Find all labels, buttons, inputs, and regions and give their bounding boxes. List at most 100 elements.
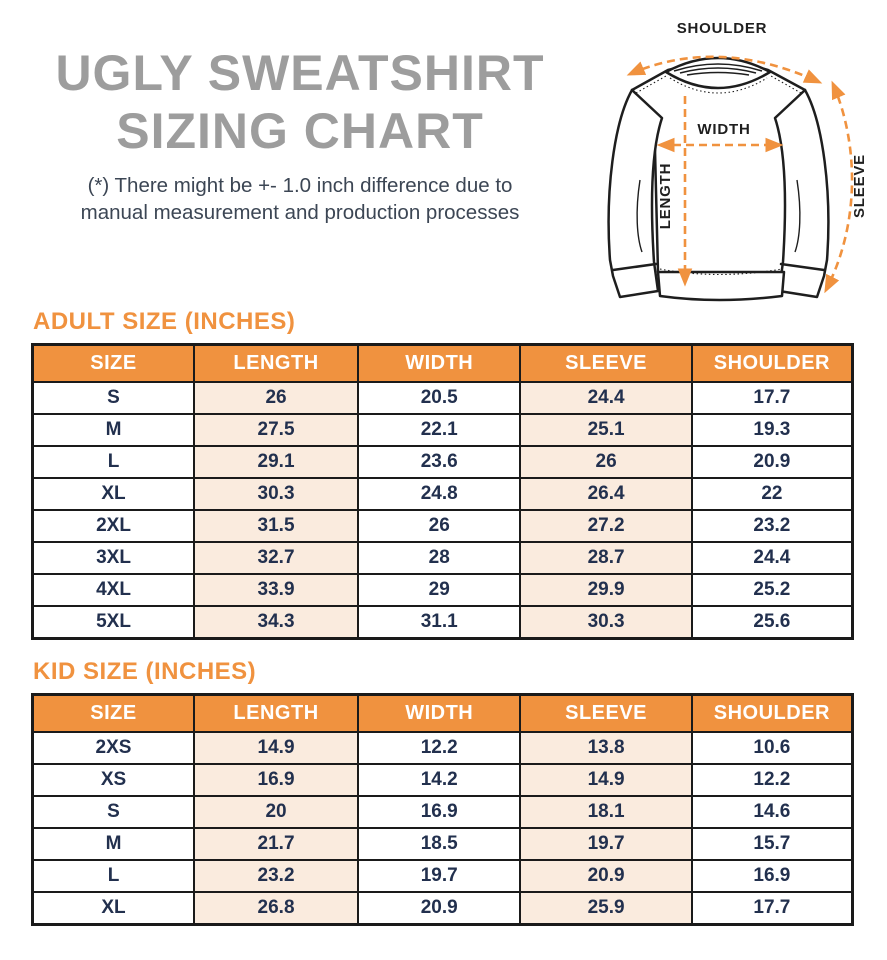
table-row: XL 30.3 24.8 26.4 22 (31, 477, 854, 511)
size-cell: 2XS (31, 731, 196, 765)
kid-table-body: 2XS 14.9 12.2 13.8 10.6 XS 16.9 14.2 14.9 12.2 S 20… (31, 731, 854, 926)
value-cell: 12.2 (357, 731, 522, 765)
table-row: S 26 20.5 24.4 17.7 (31, 381, 854, 415)
value-cell: 18.1 (519, 795, 693, 829)
value-cell: 26.4 (519, 477, 693, 511)
value-cell: 24.4 (690, 541, 854, 575)
value-cell: 21.7 (193, 827, 360, 861)
value-cell: 20.9 (357, 891, 522, 926)
value-cell: 14.2 (357, 763, 522, 797)
column-header-length: LENGTH (193, 343, 360, 383)
header-area: UGLY SWEATSHIRT SIZING CHART (*) There m… (0, 0, 887, 308)
disclaimer-note: (*) There might be +- 1.0 inch differenc… (0, 172, 600, 226)
column-header-shoulder: SHOULDER (690, 693, 854, 733)
table-row: 4XL 33.9 29 29.9 25.2 (31, 573, 854, 607)
column-header-width: WIDTH (357, 693, 522, 733)
value-cell: 22 (690, 477, 854, 511)
value-cell: 14.9 (519, 763, 693, 797)
value-cell: 24.8 (357, 477, 522, 511)
value-cell: 32.7 (193, 541, 360, 575)
size-cell: 2XL (31, 509, 196, 543)
kid-table-header-row: SIZE LENGTH WIDTH SLEEVE SHOULDER (31, 693, 854, 733)
value-cell: 15.7 (690, 827, 854, 861)
length-label: LENGTH (657, 163, 674, 229)
size-cell: L (31, 859, 196, 893)
value-cell: 28 (357, 541, 522, 575)
value-cell: 31.5 (193, 509, 360, 543)
value-cell: 25.1 (519, 413, 693, 447)
table-row: XS 16.9 14.2 14.9 12.2 (31, 763, 854, 797)
size-cell: M (31, 413, 196, 447)
size-cell: 4XL (31, 573, 196, 607)
shoulder-arrow (626, 55, 823, 84)
shoulder-label: SHOULDER (677, 20, 768, 37)
value-cell: 27.2 (519, 509, 693, 543)
sweatshirt-outline (607, 56, 830, 302)
value-cell: 30.3 (193, 477, 360, 511)
value-cell: 26 (519, 445, 693, 479)
value-cell: 18.5 (357, 827, 522, 861)
size-cell: 5XL (31, 605, 196, 640)
value-cell: 13.8 (519, 731, 693, 765)
value-cell: 24.4 (519, 381, 693, 415)
table-row: 3XL 32.7 28 28.7 24.4 (31, 541, 854, 575)
value-cell: 28.7 (519, 541, 693, 575)
column-header-length: LENGTH (193, 693, 360, 733)
value-cell: 26 (357, 509, 522, 543)
size-cell: 3XL (31, 541, 196, 575)
value-cell: 19.3 (690, 413, 854, 447)
value-cell: 25.6 (690, 605, 854, 640)
adult-size-heading: ADULT SIZE (INCHES) (33, 308, 296, 335)
size-cell: XL (31, 477, 196, 511)
measurement-arrows (626, 55, 854, 294)
kid-size-heading: KID SIZE (INCHES) (33, 658, 257, 685)
sleeve-arrow (824, 80, 854, 294)
page-title-line1: UGLY SWEATSHIRT (55, 45, 545, 101)
page-title: UGLY SWEATSHIRT SIZING CHART (0, 44, 600, 160)
size-cell: L (31, 445, 196, 479)
table-row: 2XL 31.5 26 27.2 23.2 (31, 509, 854, 543)
title-block: UGLY SWEATSHIRT SIZING CHART (*) There m… (0, 0, 600, 308)
size-cell: XL (31, 891, 196, 926)
value-cell: 23.6 (357, 445, 522, 479)
value-cell: 22.1 (357, 413, 522, 447)
value-cell: 26 (193, 381, 360, 415)
sleeve-label: SLEEVE (851, 154, 868, 218)
sweatshirt-diagram: SHOULDER WIDTH LENGTH SLEEVE (600, 0, 887, 305)
disclaimer-line2: manual measurement and production proces… (80, 201, 520, 225)
value-cell: 27.5 (193, 413, 360, 447)
table-row: 2XS 14.9 12.2 13.8 10.6 (31, 731, 854, 765)
value-cell: 20 (193, 795, 360, 829)
value-cell: 14.6 (690, 795, 854, 829)
size-cell: S (31, 795, 196, 829)
adult-table-header-row: SIZE LENGTH WIDTH SLEEVE SHOULDER (31, 343, 854, 383)
value-cell: 19.7 (357, 859, 522, 893)
page-title-line2: SIZING CHART (116, 103, 484, 159)
value-cell: 29.9 (519, 573, 693, 607)
table-row: S 20 16.9 18.1 14.6 (31, 795, 854, 829)
value-cell: 30.3 (519, 605, 693, 640)
kid-size-table: SIZE LENGTH WIDTH SLEEVE SHOULDER 2XS 14.9 12.… (31, 693, 854, 926)
value-cell: 23.2 (690, 509, 854, 543)
value-cell: 33.9 (193, 573, 360, 607)
table-row: M 27.5 22.1 25.1 19.3 (31, 413, 854, 447)
value-cell: 34.3 (193, 605, 360, 640)
value-cell: 16.9 (193, 763, 360, 797)
value-cell: 23.2 (193, 859, 360, 893)
value-cell: 16.9 (690, 859, 854, 893)
kid-size-section: KID SIZE (INCHES) SIZE LENGTH WIDTH SLEEVE S… (31, 658, 856, 926)
size-cell: M (31, 827, 196, 861)
value-cell: 17.7 (690, 891, 854, 926)
table-row: XL 26.8 20.9 25.9 17.7 (31, 891, 854, 926)
size-cell: S (31, 381, 196, 415)
disclaimer-line1: (*) There might be +- 1.0 inch differenc… (87, 174, 513, 197)
adult-size-table: SIZE LENGTH WIDTH SLEEVE SHOULDER S 26 20.5 24.… (31, 343, 854, 640)
value-cell: 25.9 (519, 891, 693, 926)
sleeve-creases (636, 179, 801, 253)
value-cell: 25.2 (690, 573, 854, 607)
table-row: M 21.7 18.5 19.7 15.7 (31, 827, 854, 861)
column-header-size: SIZE (31, 343, 196, 383)
column-header-shoulder: SHOULDER (690, 343, 854, 383)
value-cell: 20.5 (357, 381, 522, 415)
